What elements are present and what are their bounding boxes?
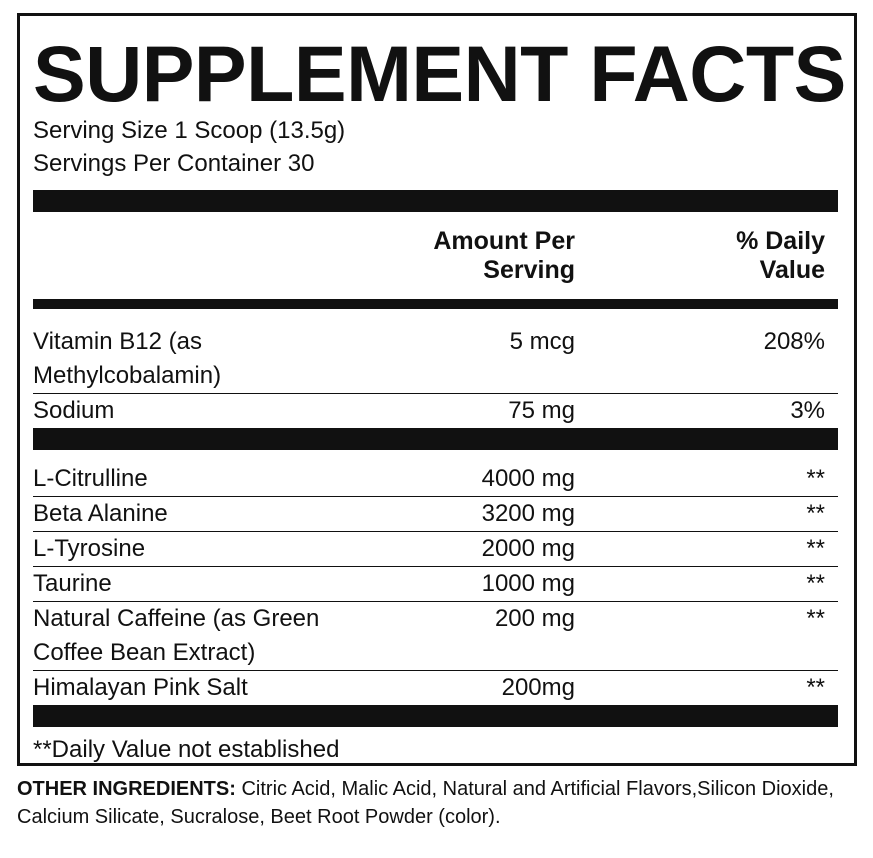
nutrient-daily-value: ** <box>806 535 825 562</box>
table-body: Vitamin B12 (as Methylcobalamin) 5 mcg 208… <box>33 309 838 705</box>
footnote: **Daily Value not established <box>33 736 340 763</box>
nutrient-row: Taurine 1000 mg ** <box>33 567 838 602</box>
nutrient-amount: 1000 mg <box>481 570 575 597</box>
nutrient-name: Vitamin B12 (as Methylcobalamin) <box>33 328 222 389</box>
divider-bar <box>33 190 838 212</box>
table-section: L-Citrulline 4000 mg ** Beta Alanine 3200 mg… <box>33 450 838 705</box>
nutrient-row: Sodium 75 mg 3% <box>33 394 838 428</box>
divider-bar <box>33 428 838 450</box>
header-amount: Amount Per Serving <box>433 226 575 284</box>
nutrient-daily-value: ** <box>806 465 825 492</box>
nutrient-amount: 4000 mg <box>481 465 575 492</box>
nutrient-amount: 200 mg <box>494 605 575 632</box>
nutrient-name: Natural Caffeine (as Green Coffee Bean E… <box>33 605 320 666</box>
other-ingredients: OTHER INGREDIENTS: Citric Acid, Malic Ac… <box>17 775 862 831</box>
nutrient-daily-value: 208% <box>763 328 825 355</box>
nutrient-amount: 2000 mg <box>481 535 575 562</box>
nutrient-amount: 200mg <box>501 674 575 701</box>
nutrient-row: L-Tyrosine 2000 mg ** <box>33 532 838 567</box>
nutrient-daily-value: ** <box>806 605 825 632</box>
other-ingredients-label: OTHER INGREDIENTS: <box>17 778 236 800</box>
serving-size: Serving Size 1 Scoop (13.5g) <box>33 117 346 144</box>
nutrient-row: Beta Alanine 3200 mg ** <box>33 497 838 532</box>
other-ingredients-text: Citric Acid, Malic Acid, Natural and Art… <box>17 778 834 828</box>
nutrient-daily-value: 3% <box>790 397 825 424</box>
nutrient-amount: 75 mg <box>508 397 575 424</box>
nutrient-name: Himalayan Pink Salt <box>33 674 248 701</box>
nutrient-name: Beta Alanine <box>33 500 168 527</box>
nutrient-row: Himalayan Pink Salt 200mg ** <box>33 671 838 705</box>
nutrient-amount: 5 mcg <box>509 328 575 355</box>
nutrient-daily-value: ** <box>806 500 825 527</box>
table-section: Vitamin B12 (as Methylcobalamin) 5 mcg 208… <box>33 309 838 428</box>
nutrient-daily-value: ** <box>806 674 825 701</box>
nutrient-name: Sodium <box>33 397 115 424</box>
header-daily-value: % Daily Value <box>736 226 825 284</box>
nutrient-name: L-Citrulline <box>33 465 148 492</box>
nutrient-amount: 3200 mg <box>481 500 575 527</box>
nutrient-daily-value: ** <box>806 570 825 597</box>
nutrient-row: Natural Caffeine (as Green Coffee Bean E… <box>33 602 838 671</box>
nutrient-row: L-Citrulline 4000 mg ** <box>33 462 838 497</box>
nutrient-row: Vitamin B12 (as Methylcobalamin) 5 mcg 208… <box>33 325 838 394</box>
divider-bar <box>33 299 838 309</box>
nutrient-name: L-Tyrosine <box>33 535 146 562</box>
divider-bar <box>33 705 838 727</box>
title: SUPPLEMENT FACTS <box>33 29 846 118</box>
table-header: Amount Per Serving % Daily Value <box>33 212 838 299</box>
facts-panel: SUPPLEMENT FACTS Serving Size 1 Scoop (1… <box>17 13 857 766</box>
servings-per-container: Servings Per Container 30 <box>33 150 315 177</box>
nutrient-name: Taurine <box>33 570 112 597</box>
